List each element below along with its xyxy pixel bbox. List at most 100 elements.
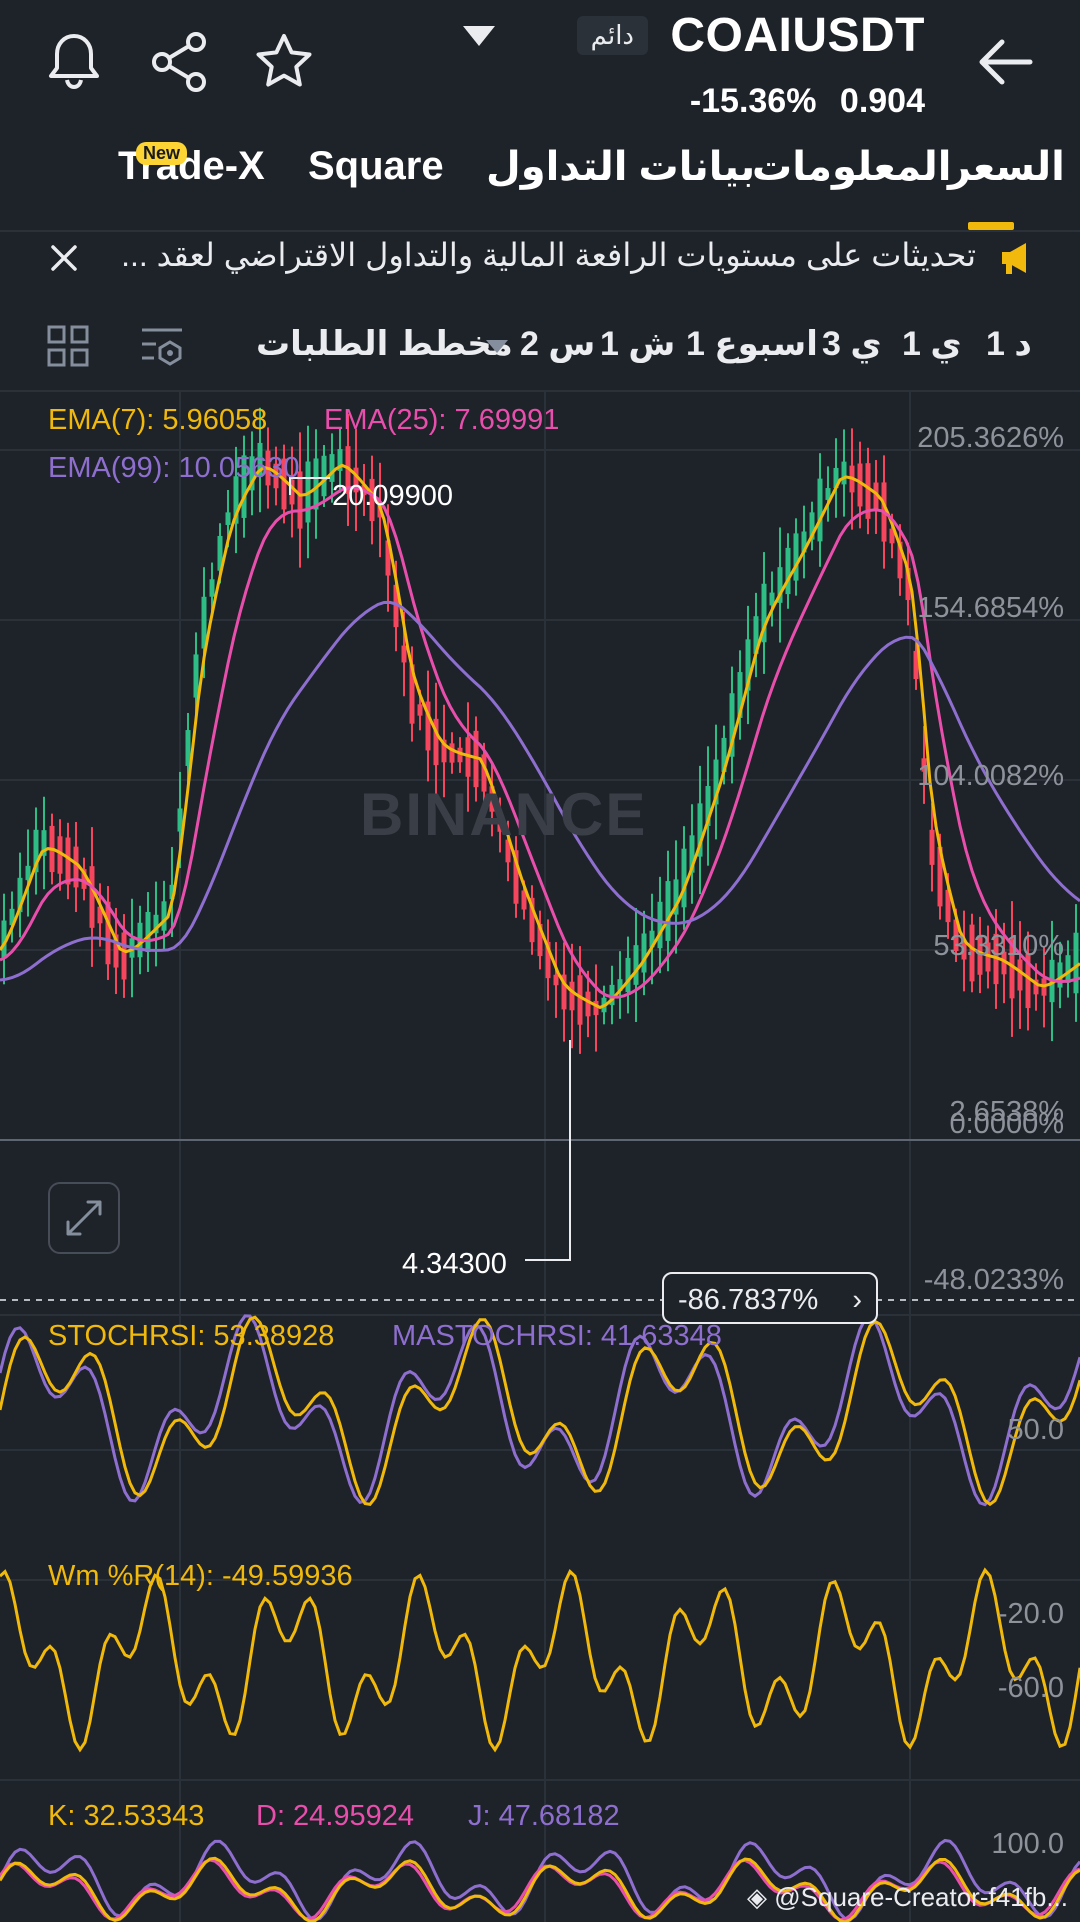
new-badge: New: [136, 142, 188, 165]
timeframe-1min[interactable]: 1 د: [986, 325, 1032, 363]
candle: [449, 743, 455, 763]
tab-bar: السعر المعلومات بيانات التداول Square Tr…: [0, 140, 1080, 204]
candle: [121, 932, 127, 980]
tab-square[interactable]: Square: [308, 144, 444, 188]
expand-chart-button[interactable]: [48, 1182, 120, 1254]
candle: [113, 934, 119, 968]
share-icon[interactable]: [148, 30, 212, 94]
order-book-chart[interactable]: مخطط الطلبات: [256, 325, 513, 363]
candle: [937, 846, 943, 907]
candle: [761, 583, 767, 643]
axis-label: 0.0000%: [949, 1108, 1065, 1140]
announcement-bar[interactable]: تحديثات على مستويات الرافعة المالية والت…: [0, 232, 1080, 284]
candle: [489, 786, 495, 812]
tab-info[interactable]: المعلومات: [752, 145, 952, 189]
mastochrsi-legend: MASTOCHRSI: 41.63348: [392, 1320, 722, 1352]
price-change: -15.36%: [689, 82, 817, 120]
back-arrow-icon[interactable]: [974, 30, 1038, 94]
candle: [9, 908, 15, 926]
candle: [673, 879, 679, 915]
announcement-text[interactable]: تحديثات على مستويات الرافعة المالية والت…: [121, 237, 976, 273]
candle: [945, 889, 951, 923]
tab-price[interactable]: السعر: [948, 145, 1065, 189]
candle: [569, 981, 575, 1011]
candle: [145, 911, 151, 953]
timeframe-2h[interactable]: 2 س: [520, 325, 596, 363]
star-icon[interactable]: [252, 30, 316, 94]
ema99-line: [0, 600, 1080, 982]
candle: [497, 818, 503, 832]
candle: [441, 739, 447, 763]
binance-logo-icon: ◈: [747, 1882, 775, 1912]
candle: [73, 846, 79, 888]
candle: [585, 991, 591, 1017]
candle: [633, 945, 639, 985]
candle: [681, 848, 687, 908]
grid-layout-icon[interactable]: [46, 324, 90, 368]
candle: [241, 455, 247, 518]
candle: [249, 456, 255, 491]
pair-title[interactable]: COAIUSDT: [670, 9, 925, 62]
candle: [617, 979, 623, 991]
candle: [401, 645, 407, 663]
close-icon[interactable]: [48, 242, 80, 274]
candle: [657, 901, 663, 949]
candle: [913, 650, 919, 680]
candle: [209, 579, 215, 597]
tab-trading-data[interactable]: بيانات التداول: [486, 145, 756, 189]
candle: [977, 935, 983, 975]
candle: [689, 835, 695, 873]
ema99-legend: EMA(99): 10.05630: [48, 452, 300, 484]
crosshair-value-badge[interactable]: -86.7837% ›: [662, 1272, 878, 1324]
candle: [817, 478, 823, 542]
candle: [393, 584, 399, 628]
timeframe-row: مخطط الطلبات 2 س 1 ش 1 اسبوع 3 ي 1 ي 1 د: [0, 318, 1080, 378]
price-row: -15.36% 0.904: [676, 82, 925, 121]
candle: [409, 664, 415, 724]
candle: [329, 454, 335, 482]
bell-icon[interactable]: [42, 28, 106, 92]
stochrsi-line: [0, 1315, 1080, 1507]
stoch-axis-label: 50.0: [1007, 1414, 1064, 1446]
timeframe-1m-month[interactable]: 1 ش: [600, 325, 676, 363]
candle: [1057, 962, 1063, 988]
timeframe-1d[interactable]: 1 ي: [902, 325, 962, 363]
crosshair-value: -86.7837%: [678, 1284, 819, 1316]
candle: [929, 829, 935, 865]
candle: [425, 701, 431, 751]
timeframe-dropdown-icon[interactable]: [486, 340, 508, 353]
ema7-line: [0, 463, 1080, 1010]
last-price: 0.904: [839, 82, 925, 120]
candle: [217, 535, 223, 571]
ema25-line: [0, 486, 1080, 999]
timeframe-1w[interactable]: 1 اسبوع: [686, 325, 818, 363]
timeframe-3d[interactable]: 3 ي: [822, 325, 882, 363]
candle: [281, 458, 287, 510]
candle: [857, 463, 863, 507]
binance-watermark: BINANCE: [360, 781, 648, 848]
tab-active-indicator: [968, 222, 1014, 230]
toolbar-divider: [0, 390, 1080, 392]
chevron-down-icon[interactable]: [463, 26, 495, 46]
header-divider: [0, 230, 1080, 232]
candle: [593, 1000, 599, 1016]
candle: [17, 877, 23, 913]
indicator-lines: [0, 1314, 1080, 1922]
wmr-axis-label: -60.0: [997, 1672, 1064, 1704]
axis-label: -48.0233%: [923, 1264, 1064, 1296]
megaphone-icon: [1002, 243, 1026, 274]
candle: [353, 467, 359, 493]
candle: [41, 830, 47, 856]
candle: [289, 479, 295, 505]
candle: [737, 672, 743, 718]
candle: [257, 442, 263, 478]
chart-settings-icon[interactable]: [138, 324, 186, 368]
candle: [537, 923, 543, 957]
candle: [1001, 951, 1007, 975]
candle: [105, 901, 111, 965]
candlestick-chart[interactable]: [0, 390, 1080, 1922]
candle: [905, 567, 911, 601]
candle: [705, 786, 711, 826]
candle: [1033, 979, 1039, 995]
high-price-label: 20.09900: [332, 480, 453, 512]
